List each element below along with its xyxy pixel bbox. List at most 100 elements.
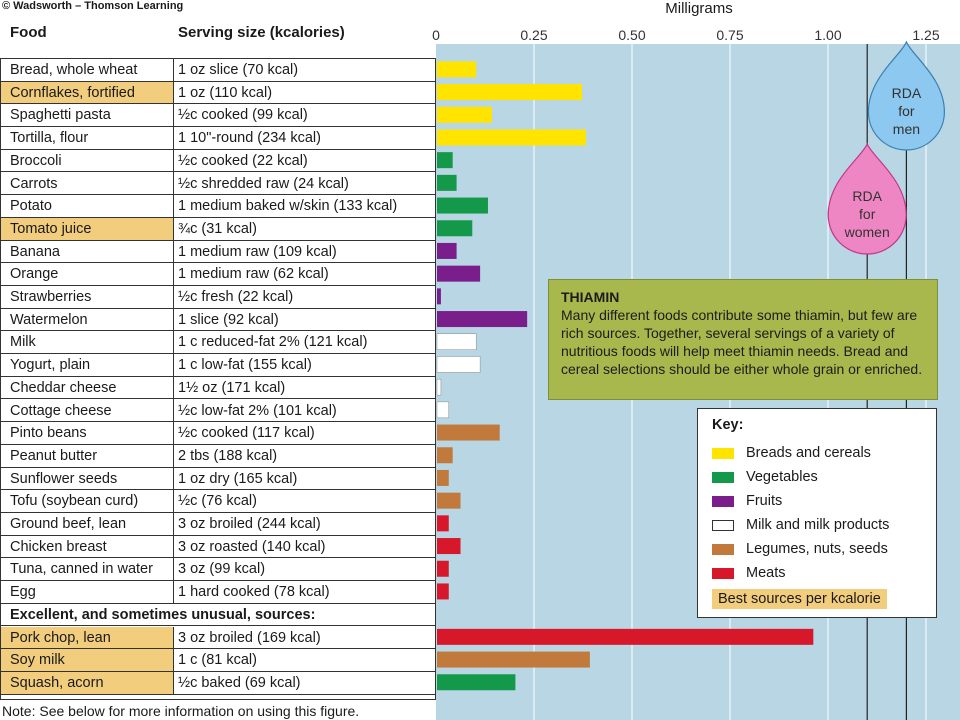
table-row: Chicken breast 3 oz roasted (140 kcal) — [1, 536, 435, 559]
food-cell: Tuna, canned in water — [1, 558, 173, 580]
food-cell: Squash, acorn — [1, 671, 173, 694]
serving-cell: 3 oz broiled (169 kcal) — [178, 627, 435, 649]
food-cell: Spaghetti pasta — [1, 104, 173, 126]
serving-cell: ½c cooked (99 kcal) — [178, 104, 435, 126]
food-name: Egg — [10, 584, 36, 601]
serving-size: 1 oz slice (70 kcal) — [178, 62, 299, 78]
food-name: Broccoli — [10, 152, 62, 169]
food-name: Tofu (soybean curd) — [10, 493, 139, 510]
serving-size: ½c fresh (22 kcal) — [178, 289, 294, 305]
food-table: Bread, whole wheat 1 oz slice (70 kcal) Co… — [0, 58, 436, 700]
food-cell: Ground beef, lean — [1, 513, 173, 535]
serving-size: ½c low-fat 2% (101 kcal) — [178, 402, 337, 419]
food-cell: Yogurt, plain — [1, 354, 173, 376]
food-cell: Carrots — [1, 173, 173, 195]
serving-size: 3 oz (99 kcal) — [178, 561, 266, 578]
bar — [437, 265, 481, 282]
bar — [437, 197, 488, 214]
food-name: Tortilla, flour — [10, 130, 89, 147]
food-name: Spaghetti pasta — [10, 107, 111, 124]
food-name: Cornflakes, fortified — [10, 84, 135, 101]
svg-text:RDA: RDA — [852, 188, 882, 204]
serving-cell: 3 oz roasted (140 kcal) — [178, 536, 435, 558]
food-name: Watermelon — [10, 311, 88, 328]
table-row: Spaghetti pasta ½c cooked (99 kcal) — [1, 104, 435, 128]
serving-cell: ¾c (31 kcal) — [178, 218, 435, 240]
key-item: Milk and milk products — [712, 513, 922, 537]
food-name: Cheddar cheese — [10, 379, 117, 396]
food-name: Squash, acorn — [10, 674, 104, 691]
key-label: Vegetables — [746, 469, 818, 485]
table-row: Carrots ½c shredded raw (24 kcal) — [1, 173, 435, 196]
food-name: Banana — [10, 243, 60, 260]
food-cell: Milk — [1, 331, 173, 353]
bar — [437, 61, 477, 78]
serving-size: 3 oz broiled (169 kcal) — [178, 629, 321, 646]
serving-cell: ½c cooked (22 kcal) — [178, 150, 435, 172]
serving-size: 3 oz broiled (244 kcal) — [178, 516, 321, 532]
serving-size: 1 oz dry (165 kcal) — [178, 470, 298, 487]
table-row: Banana 1 medium raw (109 kcal) — [1, 241, 435, 264]
food-cell: Watermelon — [1, 309, 173, 331]
table-row: Yogurt, plain 1 c low-fat (155 kcal) — [1, 354, 435, 377]
table-row: Potato 1 medium baked w/skin (133 kcal) — [1, 195, 435, 218]
bar — [437, 469, 449, 486]
tick-label: 0.75 — [716, 27, 743, 43]
serving-cell: 1 hard cooked (78 kcal) — [178, 581, 435, 603]
table-row: Pork chop, lean 3 oz broiled (169 kcal) — [1, 626, 435, 650]
serving-cell: 2 tbs (188 kcal) — [178, 445, 435, 467]
food-cell: Cornflakes, fortified — [1, 81, 173, 104]
food-name: Pork chop, lean — [10, 629, 111, 646]
serving-cell: ½c cooked (117 kcal) — [178, 422, 435, 444]
food-name: Peanut butter — [10, 447, 98, 464]
serving-size: ½c cooked (117 kcal) — [178, 425, 315, 442]
callout-text: Many different foods contribute some thi… — [561, 307, 923, 377]
serving-column-header: Serving size (kcalories) — [178, 24, 345, 41]
food-cell: Pork chop, lean — [1, 626, 173, 649]
key-swatch — [712, 519, 734, 531]
bar — [437, 288, 441, 305]
serving-size: ¾c (31 kcal) — [178, 220, 257, 237]
key-items: Breads and cereals Vegetables Fruits Milk a… — [712, 441, 922, 585]
table-row: Pinto beans ½c cooked (117 kcal) — [1, 422, 435, 445]
x-axis-title: Milligrams — [665, 0, 733, 17]
key-swatch — [712, 471, 734, 483]
bar — [437, 628, 814, 645]
table-row: Tuna, canned in water 3 oz (99 kcal) — [1, 558, 435, 582]
food-name: Soy milk — [10, 652, 65, 669]
serving-size: 1 medium baked w/skin (133 kcal) — [178, 198, 398, 215]
serving-cell: 1 oz dry (165 kcal) — [178, 468, 435, 490]
food-cell: Broccoli — [1, 150, 173, 172]
serving-size: ½c baked (69 kcal) — [178, 674, 301, 691]
serving-cell: ½c baked (69 kcal) — [178, 672, 435, 694]
serving-cell: 1½ oz (171 kcal) — [178, 377, 435, 399]
table-row: Tortilla, flour 1 10"-round (234 kcal) — [1, 127, 435, 150]
tick-label: 0 — [432, 27, 440, 43]
table-row: Tomato juice ¾c (31 kcal) — [1, 217, 435, 241]
serving-size: 1½ oz (171 kcal) — [178, 379, 286, 396]
svg-text:women: women — [844, 224, 890, 240]
bar — [437, 651, 590, 668]
table-row: Milk 1 c reduced-fat 2% (121 kcal) — [1, 331, 435, 355]
key-label: Breads and cereals — [746, 445, 871, 461]
key-label: Meats — [746, 565, 786, 581]
key-label: Milk and milk products — [746, 517, 890, 533]
serving-cell: 1 medium baked w/skin (133 kcal) — [178, 195, 435, 217]
key-label: Legumes, nuts, seeds — [746, 541, 888, 557]
food-name: Chicken breast — [10, 538, 107, 555]
serving-size: 1 c reduced-fat 2% (121 kcal) — [178, 334, 368, 351]
serving-cell: 1 medium raw (62 kcal) — [178, 263, 435, 285]
serving-size: 3 oz roasted (140 kcal) — [178, 538, 326, 555]
svg-text:RDA: RDA — [892, 85, 922, 101]
food-cell: Tomato juice — [1, 217, 173, 240]
key-item: Breads and cereals — [712, 441, 922, 465]
bar — [437, 674, 516, 691]
bar — [437, 447, 453, 464]
table-row: Squash, acorn ½c baked (69 kcal) — [1, 671, 435, 695]
food-name: Bread, whole wheat — [10, 62, 138, 78]
bar — [436, 401, 450, 419]
serving-cell: 3 oz (99 kcal) — [178, 558, 435, 580]
tick-label: 1.00 — [814, 27, 841, 43]
food-name: Ground beef, lean — [10, 516, 127, 532]
